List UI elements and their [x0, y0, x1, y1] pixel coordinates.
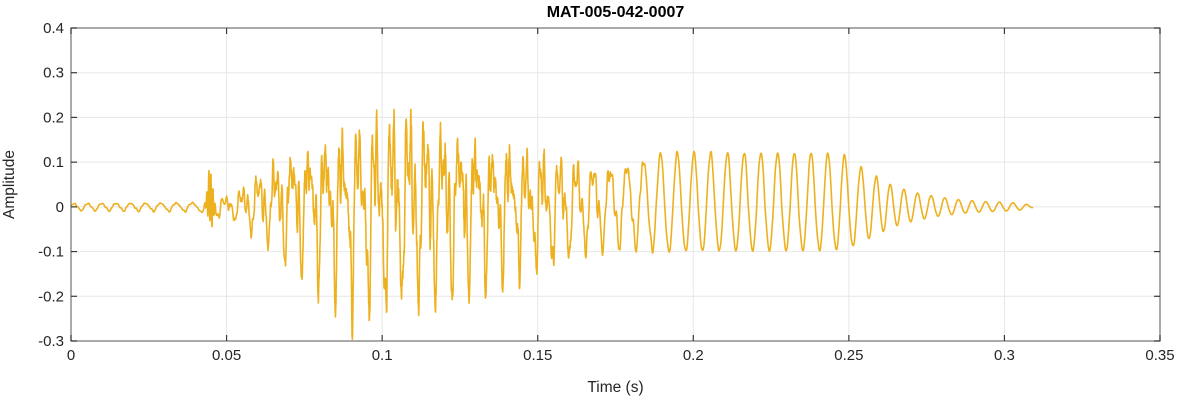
y-tick-label: 0.4: [43, 20, 64, 37]
plot-area-border: [70, 27, 1161, 342]
x-tick-label: 0.3: [994, 347, 1015, 364]
y-tick-label: 0: [56, 199, 64, 216]
y-tick-label: 0.3: [43, 65, 64, 82]
axis-layer: 0 0.05 0.1 0.15 0.2 0.25 0.3 0.35 -0.3 -0.2 -0.1 0 0…: [38, 20, 1174, 364]
x-tick-label: 0: [67, 347, 75, 364]
y-tick-label: -0.1: [38, 244, 64, 261]
x-tick-label: 0.35: [1145, 347, 1174, 364]
y-tick-label: -0.2: [38, 288, 64, 305]
y-tick-label: -0.3: [38, 333, 64, 350]
y-tick-label: 0.2: [43, 109, 64, 126]
x-tick-label: 0.1: [372, 347, 393, 364]
data-layer: [70, 108, 1034, 340]
y-axis-label: Amplitude: [1, 150, 18, 219]
x-tick-label: 0.05: [212, 347, 241, 364]
x-tick-label: 0.25: [834, 347, 863, 364]
chart-title: MAT-005-042-0007: [547, 4, 685, 21]
waveform-path: [70, 108, 1034, 340]
x-tick-label: 0.15: [523, 347, 552, 364]
y-tick-label: 0.1: [43, 154, 64, 171]
x-axis-label: Time (s): [587, 379, 643, 396]
grid-layer: [71, 28, 1160, 341]
x-tick-label: 0.2: [683, 347, 704, 364]
